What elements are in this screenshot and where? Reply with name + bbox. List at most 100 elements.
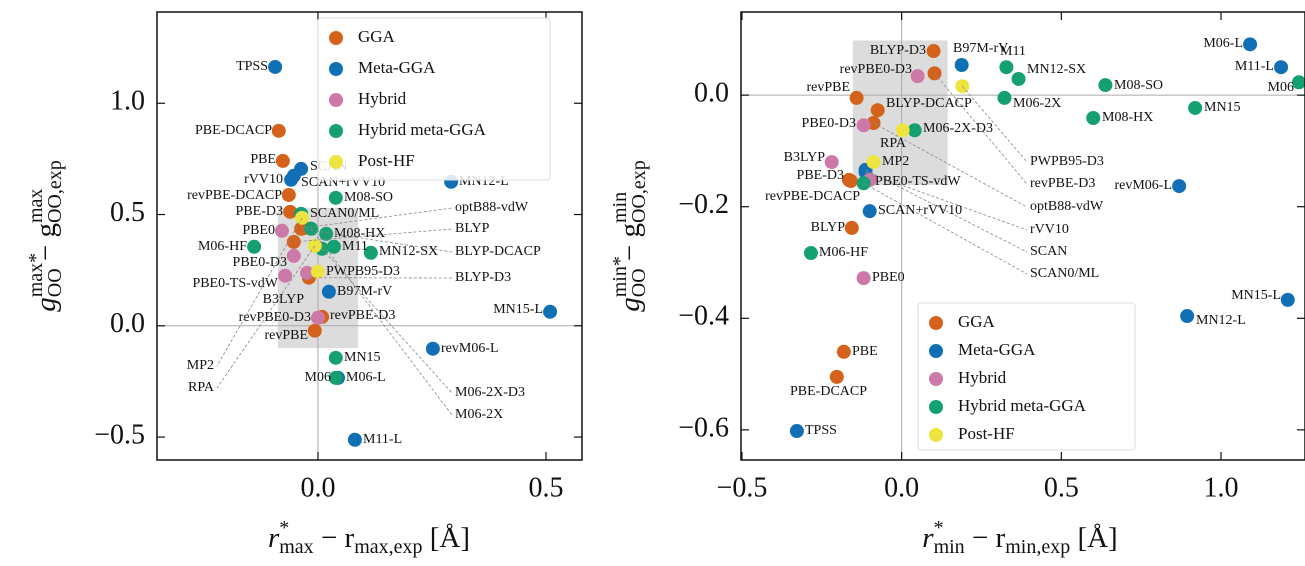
- axis-label-part: OO: [628, 268, 650, 297]
- point: [268, 59, 283, 74]
- data-label: M11-L: [363, 432, 402, 447]
- point: [271, 123, 286, 138]
- data-label: MN15-L: [1231, 288, 1281, 303]
- point: [836, 344, 851, 359]
- x-tick-label: 0.0: [884, 472, 919, 503]
- legend-label: Post-HF: [958, 424, 1015, 443]
- axis-label-part: max: [279, 536, 313, 558]
- x-tick-label: 0.0: [300, 472, 335, 503]
- point: [307, 323, 322, 338]
- data-label: B97M-rV: [337, 284, 392, 299]
- legend-marker: [329, 31, 343, 45]
- data-label: optB88-vdW: [1030, 199, 1104, 214]
- axis-label: gmax*OO − gmaxOO,exp: [25, 160, 66, 312]
- data-label: M08-SO: [344, 190, 393, 205]
- legend-marker: [329, 124, 343, 138]
- point: [310, 310, 325, 325]
- point: [866, 155, 881, 170]
- data-label: M06-HF: [198, 239, 247, 254]
- data-label: PBE: [250, 152, 276, 167]
- data-label: revPBE0-D3: [239, 310, 311, 325]
- point: [1243, 37, 1258, 52]
- point: [862, 204, 877, 219]
- leader-line: [216, 217, 303, 367]
- data-label: M08-SO: [1114, 78, 1163, 93]
- point: [844, 220, 859, 235]
- legend-label: Meta-GGA: [358, 58, 436, 77]
- leader-line: [301, 228, 453, 253]
- legend-label: Hybrid meta-GGA: [958, 396, 1087, 415]
- legend-label: GGA: [958, 312, 996, 331]
- data-label: BLYP-DCACP: [886, 96, 972, 111]
- leader-line: [873, 122, 1028, 208]
- legend-label: Hybrid meta-GGA: [358, 120, 487, 139]
- data-label: PBE0-D3: [802, 116, 856, 131]
- data-label: B3LYP: [263, 292, 305, 307]
- data-label: revPBE-DCACP: [765, 189, 860, 204]
- data-label: BLYP-D3: [455, 270, 511, 285]
- point: [286, 248, 301, 263]
- data-label: MN15-L: [493, 302, 543, 317]
- data-label: revPBE-DCACP: [187, 188, 282, 203]
- axis-label-part: [Å]: [423, 522, 471, 554]
- axis-label-part: [Å]: [1070, 522, 1118, 554]
- data-label: M06: [1268, 80, 1294, 95]
- data-label: MN12-SX: [1027, 62, 1086, 77]
- x-tick-label: 1.0: [1204, 472, 1239, 503]
- legend-marker: [329, 93, 343, 107]
- data-label: rVV10: [244, 172, 283, 187]
- axis-label: r* min − rmin,exp [Å]: [922, 517, 1117, 558]
- point: [247, 239, 262, 254]
- legend-marker: [329, 62, 343, 76]
- point: [319, 226, 334, 241]
- point: [286, 168, 301, 183]
- legend-box: [917, 302, 1136, 451]
- plot-frame: [156, 11, 583, 461]
- data-label: PBE0: [242, 223, 275, 238]
- leader-line: [293, 228, 453, 243]
- data-label: PBE0-D3: [233, 255, 287, 270]
- axis-label-part: r: [922, 522, 934, 554]
- data-label: revPBE-D3: [330, 308, 395, 323]
- axis-label-part: OO,exp: [628, 160, 650, 223]
- data-label: B3LYP: [784, 150, 826, 165]
- legend-marker: [929, 344, 943, 358]
- point: [278, 268, 293, 283]
- leader-line: [865, 171, 1028, 231]
- data-label: PWPB95-D3: [326, 264, 400, 279]
- point: [543, 304, 558, 319]
- legend-marker: [929, 400, 943, 414]
- y-tick-label: −0.2: [678, 189, 729, 220]
- axis-label-part: r: [268, 522, 280, 554]
- data-label: TPSS: [236, 59, 268, 74]
- y-tick-label: −0.4: [678, 301, 729, 332]
- data-label: SCAN0/ML: [1030, 266, 1099, 281]
- leader-line: [962, 85, 1028, 163]
- y-tick-label: 1.0: [110, 86, 145, 117]
- point: [926, 44, 941, 59]
- point: [849, 90, 864, 105]
- y-tick-label: 0.5: [110, 197, 145, 228]
- y-tick-label: 0.0: [110, 308, 145, 339]
- point: [281, 187, 296, 202]
- axis-label: r* max − rmax,exp [Å]: [268, 517, 470, 558]
- data-label: MP2: [187, 358, 214, 373]
- data-label: revM06-L: [1114, 178, 1172, 193]
- data-label: SCAN0/ML: [310, 206, 379, 221]
- point: [1086, 111, 1101, 126]
- axis-label-part: − g: [30, 223, 62, 268]
- point: [300, 265, 315, 280]
- data-label: M08-HX: [1102, 110, 1153, 125]
- axis-label-part: − g: [614, 223, 646, 268]
- leader-line: [934, 73, 1028, 185]
- x-tick-label: 0.5: [528, 472, 563, 503]
- point: [326, 239, 341, 254]
- data-label: M06-2X-D3: [923, 121, 993, 136]
- leader-line: [863, 182, 1028, 275]
- point: [954, 58, 969, 73]
- data-label: M06-L: [1203, 36, 1243, 51]
- data-label: SCAN+rVV10: [878, 203, 962, 218]
- data-label: M06-2X: [455, 407, 503, 422]
- panel: −0.5 0.0 0.5 1.0 −0.6 −0.4 −0.2 0.0 BLYP-D3 revPB…: [609, 11, 1305, 558]
- point: [1098, 78, 1113, 93]
